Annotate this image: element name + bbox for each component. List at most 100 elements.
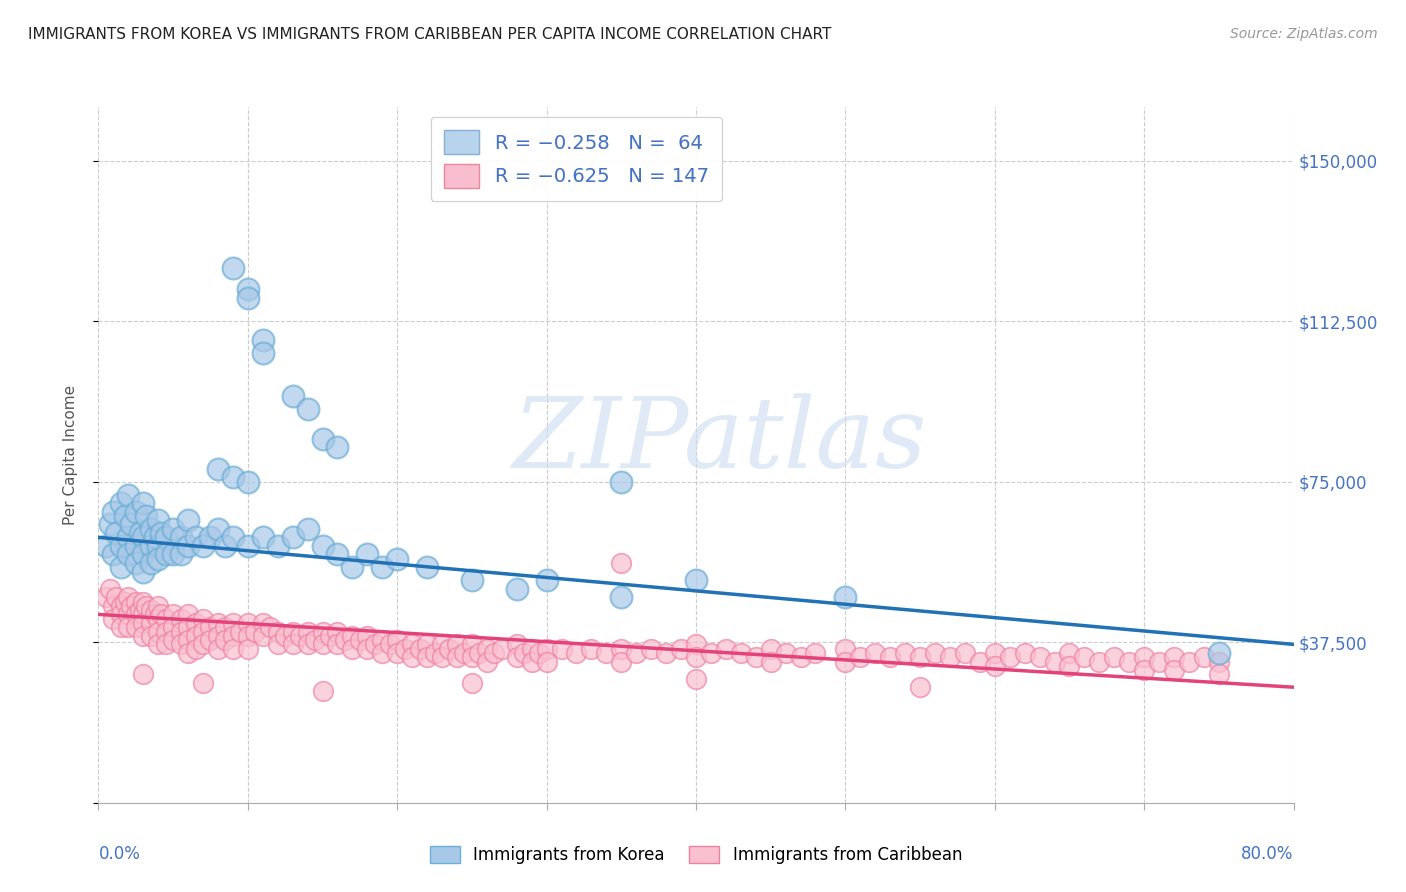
Point [169, 637, 191, 651]
Point [759, 641, 782, 656]
Point [139, 603, 162, 617]
Point [849, 650, 872, 665]
Point [506, 637, 529, 651]
Point [200, 620, 222, 634]
Point [267, 637, 290, 651]
Point [416, 560, 439, 574]
Point [252, 615, 274, 630]
Point [685, 650, 707, 665]
Point [169, 612, 191, 626]
Point [110, 607, 132, 622]
Point [1133, 650, 1156, 665]
Point [491, 641, 513, 656]
Point [236, 629, 259, 643]
Point [461, 650, 484, 665]
Point [506, 582, 529, 596]
Point [177, 607, 200, 622]
Point [430, 650, 453, 665]
Point [1088, 655, 1111, 669]
Point [148, 539, 170, 553]
Point [416, 637, 439, 651]
Point [439, 641, 461, 656]
Point [125, 594, 148, 608]
Point [342, 560, 364, 574]
Point [408, 641, 430, 656]
Point [879, 650, 901, 665]
Point [120, 599, 142, 613]
Point [162, 548, 184, 562]
Point [685, 672, 707, 686]
Point [385, 551, 409, 566]
Point [132, 496, 155, 510]
Point [1028, 650, 1050, 665]
Point [297, 624, 319, 639]
Point [207, 615, 229, 630]
Point [148, 612, 170, 626]
Point [155, 637, 177, 651]
Point [550, 641, 572, 656]
Point [184, 530, 207, 544]
Point [565, 646, 588, 660]
Point [139, 615, 162, 630]
Point [259, 620, 281, 634]
Point [356, 629, 378, 643]
Point [274, 629, 297, 643]
Point [385, 646, 409, 660]
Point [94, 539, 117, 553]
Point [103, 505, 125, 519]
Point [143, 530, 166, 544]
Point [236, 641, 259, 656]
Point [834, 641, 856, 656]
Point [759, 655, 782, 669]
Point [103, 548, 125, 562]
Point [969, 655, 991, 669]
Point [132, 615, 155, 630]
Y-axis label: Per Capita Income: Per Capita Income [63, 384, 77, 525]
Point [150, 607, 173, 622]
Point [148, 551, 170, 566]
Point [143, 607, 166, 622]
Point [110, 599, 132, 613]
Point [342, 641, 364, 656]
Point [998, 650, 1021, 665]
Point [461, 676, 484, 690]
Point [626, 646, 648, 660]
Point [1118, 655, 1140, 669]
Point [132, 667, 155, 681]
Point [685, 573, 707, 587]
Point [162, 522, 184, 536]
Point [117, 620, 139, 634]
Point [1163, 663, 1185, 677]
Point [581, 641, 603, 656]
Point [789, 650, 811, 665]
Point [177, 539, 200, 553]
Text: IMMIGRANTS FROM KOREA VS IMMIGRANTS FROM CARIBBEAN PER CAPITA INCOME CORRELATION: IMMIGRANTS FROM KOREA VS IMMIGRANTS FROM… [28, 27, 831, 42]
Point [222, 260, 245, 275]
Point [252, 334, 274, 348]
Point [214, 539, 236, 553]
Point [461, 573, 484, 587]
Point [148, 624, 170, 639]
Point [177, 646, 200, 660]
Point [148, 637, 170, 651]
Point [984, 658, 1007, 673]
Point [129, 526, 152, 541]
Point [117, 607, 139, 622]
Point [640, 641, 662, 656]
Point [371, 646, 394, 660]
Point [125, 607, 148, 622]
Point [311, 539, 333, 553]
Point [401, 650, 423, 665]
Point [326, 637, 349, 651]
Point [236, 282, 259, 296]
Point [745, 650, 768, 665]
Point [394, 641, 416, 656]
Point [132, 607, 155, 622]
Point [364, 637, 387, 651]
Point [103, 612, 125, 626]
Point [446, 637, 468, 651]
Point [326, 548, 349, 562]
Point [416, 650, 439, 665]
Point [349, 633, 371, 648]
Point [184, 629, 207, 643]
